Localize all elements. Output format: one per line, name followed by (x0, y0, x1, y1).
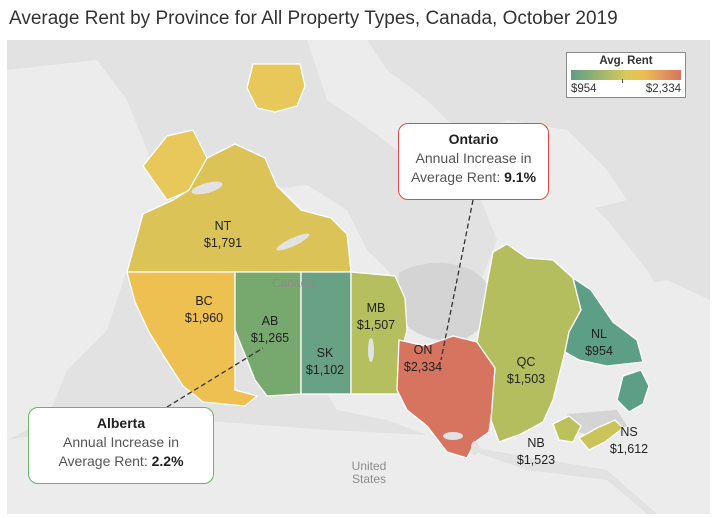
label-bc-rent: $1,960 (185, 311, 223, 325)
ontario-callout-title: Ontario (448, 131, 499, 147)
chart-title: Average Rent by Province for All Propert… (9, 8, 618, 29)
label-nl-rent: $954 (585, 344, 613, 358)
alberta-callout-prefix: Average Rent: (58, 453, 152, 469)
alberta-callout-line2: Average Rent: 2.2% (29, 452, 213, 471)
label-qc-code: QC (517, 355, 536, 369)
ontario-callout-line1: Annual Increase in (415, 150, 532, 166)
alberta-callout-line1: Annual Increase in (63, 434, 179, 450)
legend-min-value: $954 (571, 83, 597, 95)
label-ns-code: NS (620, 425, 637, 439)
hudson-bay (397, 262, 490, 342)
alberta-callout-value: 2.2% (151, 453, 184, 469)
label-nb-code: NB (527, 436, 544, 450)
lake-huron (471, 441, 479, 455)
label-sk-rent: $1,102 (306, 363, 344, 377)
province-nl[interactable] (564, 276, 644, 367)
map[interactable]: NT $1,791 BC $1,960 AB $1,265 SK $1,102 … (7, 40, 710, 514)
legend-title: Avg. Rent (599, 55, 653, 67)
legend-max-value: $2,334 (645, 83, 681, 95)
label-states: States (352, 472, 386, 486)
alberta-callout-title: Alberta (96, 415, 146, 431)
label-ab-code: AB (262, 314, 279, 328)
province-qc[interactable] (476, 243, 582, 443)
province-on[interactable] (396, 335, 496, 459)
greenland-edge (607, 280, 710, 340)
label-on-code: ON (414, 343, 433, 357)
alberta-callout: Alberta Annual Increase in Average Rent:… (28, 407, 214, 484)
label-nb-rent: $1,523 (517, 453, 555, 467)
label-nt-code: NT (215, 219, 232, 233)
label-mb-code: MB (367, 301, 386, 315)
label-canada: Canada (272, 276, 314, 290)
map-canvas[interactable]: NT $1,791 BC $1,960 AB $1,265 SK $1,102 … (7, 40, 710, 514)
label-bc-code: BC (195, 294, 212, 308)
province-nl-island[interactable] (616, 369, 650, 413)
lake-winnipeg (368, 338, 374, 362)
province-bc[interactable] (126, 271, 259, 407)
great-slave-lake (276, 233, 310, 251)
label-sk-code: SK (317, 346, 334, 360)
lake-superior (443, 432, 463, 440)
nunavut-island-shape (246, 63, 306, 113)
ontario-callout-value: 9.1% (504, 169, 537, 185)
label-ab-rent: $1,265 (251, 331, 289, 345)
ontario-callout: Ontario Annual Increase in Average Rent:… (398, 123, 549, 200)
legend-tick (622, 79, 623, 83)
ontario-leader-line (440, 199, 474, 361)
label-qc-rent: $1,503 (507, 372, 545, 386)
legend-gradient-bar (571, 70, 681, 80)
label-united: United (352, 459, 387, 473)
ontario-callout-line2: Average Rent: 9.1% (399, 168, 548, 187)
label-nl-code: NL (591, 327, 607, 341)
color-legend: Avg. Rent $954 $2,334 (566, 52, 686, 98)
label-nt-rent: $1,791 (204, 236, 242, 250)
label-mb-rent: $1,507 (357, 318, 395, 332)
province-ns[interactable] (577, 419, 624, 451)
label-ns-rent: $1,612 (610, 442, 648, 456)
province-nb[interactable] (552, 415, 582, 443)
alaska-land (7, 60, 167, 440)
great-bear-lake (191, 181, 223, 195)
label-on-rent: $2,334 (404, 360, 442, 374)
alberta-leader-line (166, 347, 264, 408)
ontario-callout-prefix: Average Rent: (410, 169, 505, 185)
